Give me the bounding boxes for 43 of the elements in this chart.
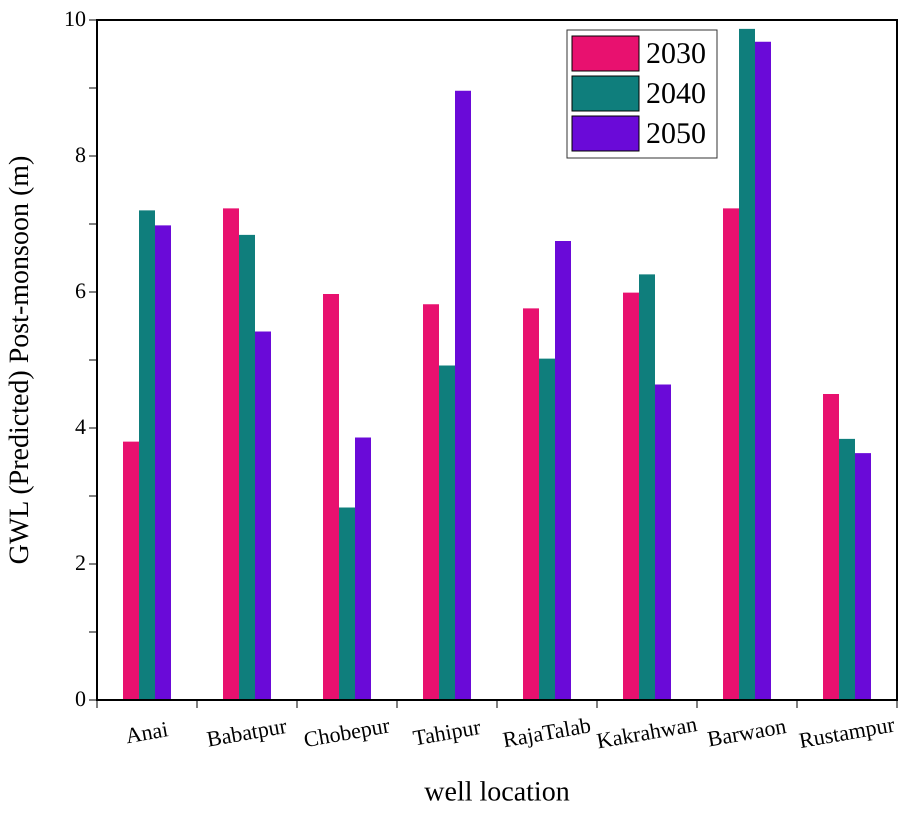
legend-label: 2030: [646, 36, 706, 70]
bar: [539, 358, 555, 700]
legend-label: 2040: [646, 76, 706, 110]
x-tick-label: Tahipur: [410, 714, 484, 751]
bar: [155, 225, 171, 700]
bar: [523, 308, 539, 700]
bar: [339, 508, 355, 700]
bar: [439, 365, 455, 700]
bar: [723, 208, 739, 700]
x-tick-label: RajaTalab: [500, 712, 593, 752]
y-tick-label: 0: [75, 686, 86, 711]
y-tick-label: 2: [75, 550, 86, 575]
x-axis-title: well location: [424, 776, 570, 808]
bar: [739, 28, 755, 700]
bar: [255, 331, 271, 700]
x-tick-label: Kakrahwan: [594, 711, 699, 754]
bar: [455, 90, 471, 700]
x-tick-label: Rustampur: [796, 712, 898, 753]
bar: [555, 241, 571, 700]
y-tick-label: 8: [75, 142, 86, 167]
legend-label: 2050: [646, 116, 706, 150]
bar: [323, 294, 339, 700]
y-axis-title: GWL (Predicted) Post-monsoon (m): [4, 156, 36, 564]
bar: [839, 438, 855, 700]
y-tick-label: 6: [75, 278, 86, 303]
y-tick-label: 4: [75, 414, 86, 439]
bar: [655, 384, 671, 700]
bar: [139, 210, 155, 700]
bar: [239, 234, 255, 700]
x-tick-label: Anai: [123, 716, 170, 748]
bar: [123, 442, 139, 700]
bar: [355, 438, 371, 700]
x-tick-label: Barwaon: [705, 713, 788, 752]
bar: [855, 453, 871, 700]
bar: [223, 208, 239, 700]
x-tick-label: Chobepur: [302, 712, 392, 752]
bar: [639, 274, 655, 700]
bar: [623, 292, 639, 700]
bar: [423, 304, 439, 700]
x-tick-label: Babatpur: [204, 712, 290, 752]
y-tick-label: 10: [64, 6, 86, 31]
bar: [755, 42, 771, 700]
bar: [823, 394, 839, 700]
